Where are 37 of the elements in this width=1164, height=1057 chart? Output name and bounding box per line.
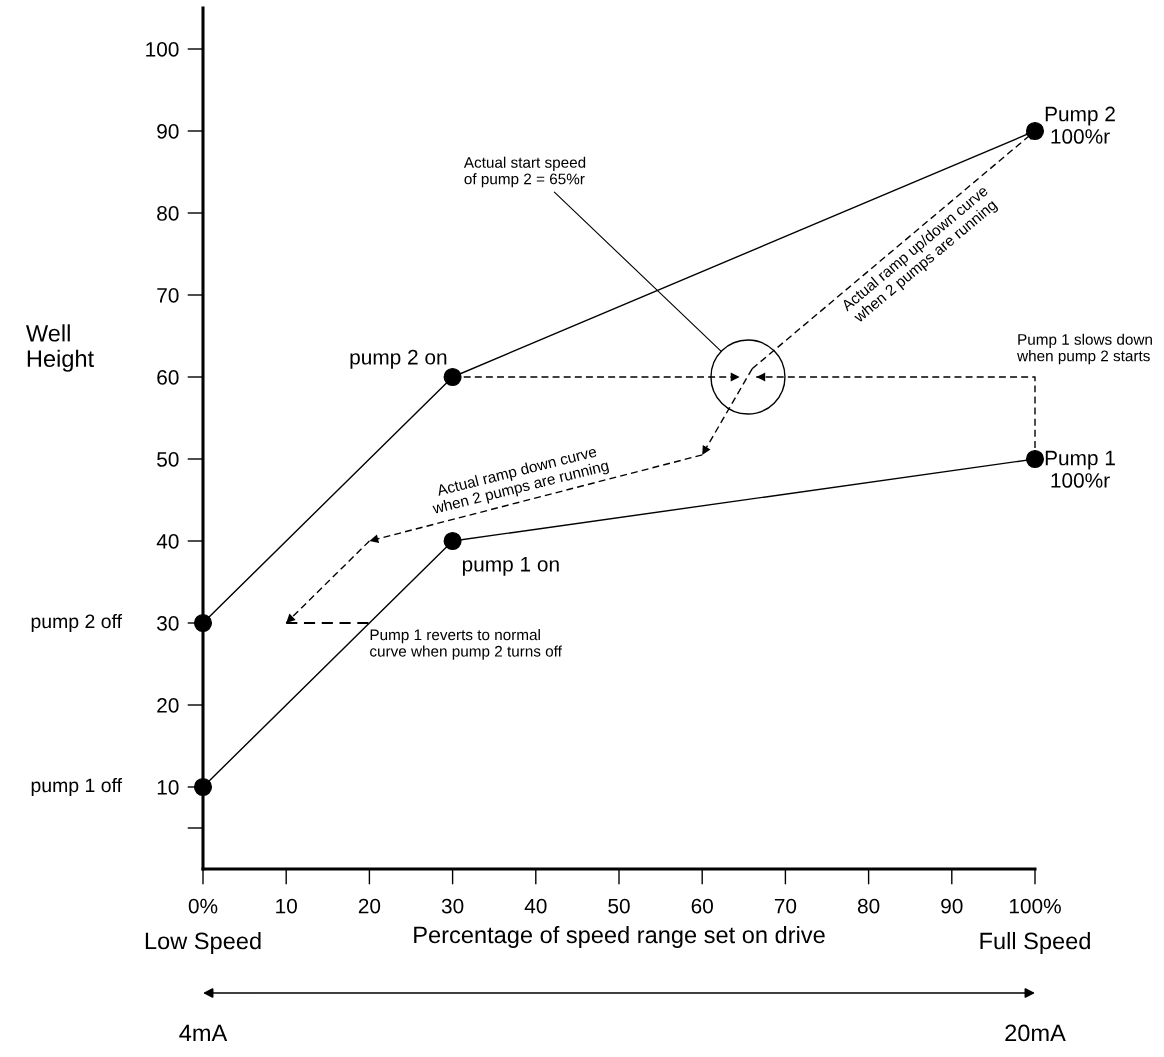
annotation: Actual start speed of pump 2 = 65%r: [463, 156, 586, 188]
annotation: Actual ramp down curve when 2 pumps are running: [431, 445, 610, 517]
x-axis-title: Percentage of speed range set on drive: [414, 925, 825, 948]
x-tick-label: 10: [276, 898, 297, 914]
annotation: pump 2 on: [350, 349, 447, 369]
y-tick-label: 60: [157, 370, 179, 385]
y-tick-label: 20: [157, 698, 179, 713]
x-tick-label: 60: [691, 898, 713, 914]
x-tick-label: 20: [358, 898, 381, 914]
annotation: Pump 1 100%r: [1045, 450, 1115, 488]
text: Low Speed: [145, 931, 261, 955]
annotation: Pump 2 100%r: [1045, 106, 1115, 144]
y-tick-label: 90: [157, 124, 179, 139]
annotation: pump 1 on: [462, 557, 559, 576]
y-tick-label: 100: [146, 42, 179, 57]
y-tick-label: 40: [156, 534, 179, 549]
annotation: Pump 1 reverts to normal curve when pump 2 turns off: [370, 629, 562, 660]
y-tick-label: 30: [157, 616, 179, 631]
x-tick-label: 70: [774, 898, 797, 914]
x-tick-label: 50: [608, 898, 630, 914]
x-tick-label: 100%: [1009, 898, 1061, 914]
text: 20mA: [1005, 1024, 1066, 1042]
x-tick-label: 30: [441, 898, 464, 914]
y-axis-title: Well Height: [25, 324, 94, 372]
x-tick-label: 90: [941, 898, 963, 914]
annotation: Pump 1 slows down when pump 2 starts: [1017, 333, 1152, 365]
x-tick-label: 40: [524, 898, 547, 914]
text: pump 1 off: [31, 777, 123, 797]
x-tick-label: 80: [857, 898, 880, 914]
y-tick-label: 80: [157, 206, 179, 221]
text: Full Speed: [980, 931, 1090, 955]
text: 4mA: [179, 1024, 228, 1042]
y-tick-label: 50: [157, 452, 179, 467]
y-tick-label: 10: [157, 780, 179, 795]
y-tick-label: 70: [157, 288, 179, 303]
x-tick-label: 0%: [188, 898, 218, 914]
text: pump 2 off: [31, 613, 123, 633]
